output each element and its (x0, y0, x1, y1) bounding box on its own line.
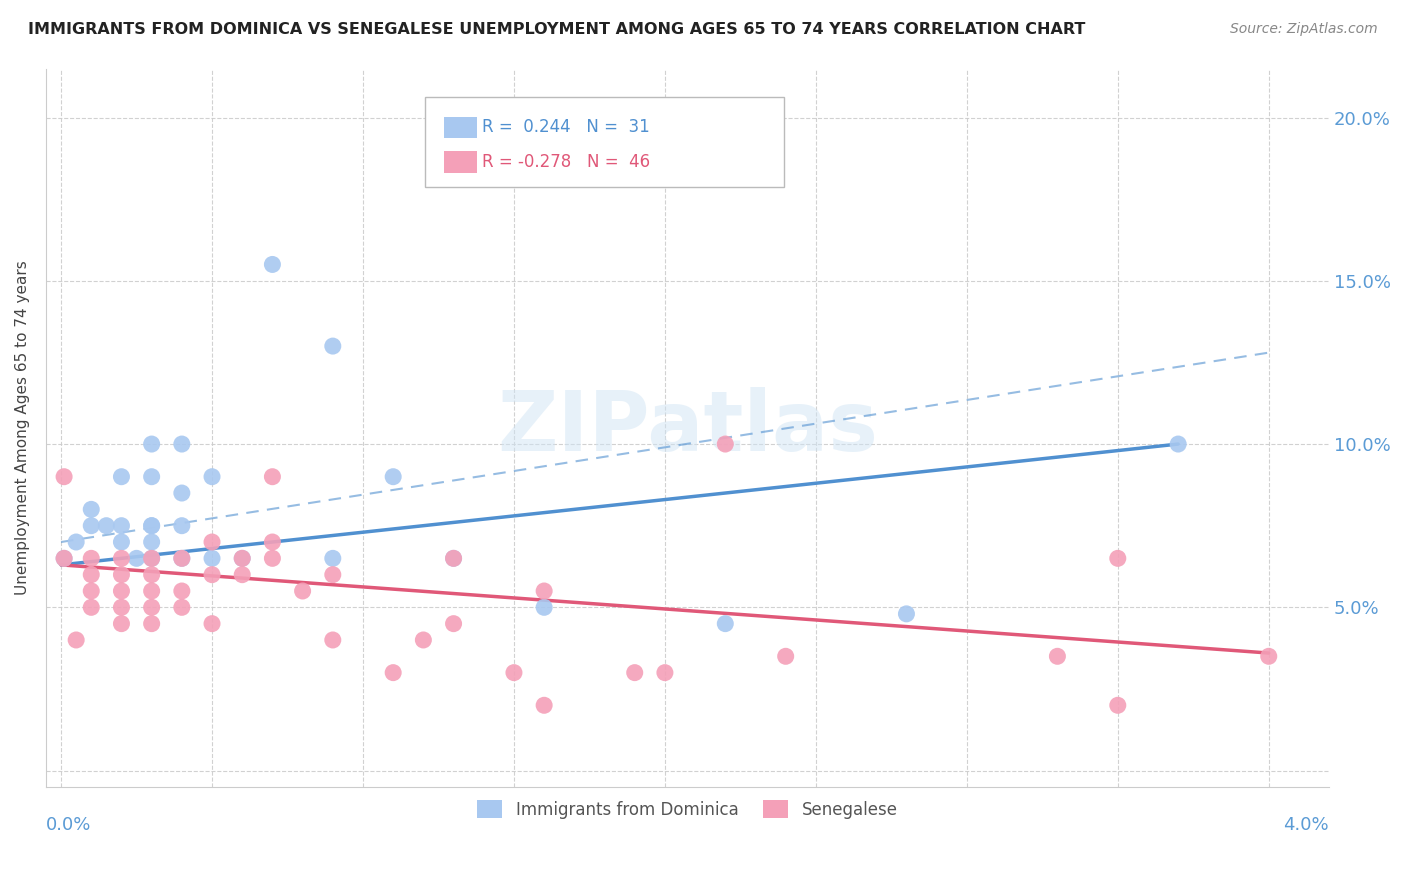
Point (141, 437, 163, 451)
Point (231, 567, 253, 582)
Point (503, 665, 526, 680)
Text: R = -0.278   N =  46: R = -0.278 N = 46 (482, 153, 651, 171)
Point (1257, 649, 1279, 664)
Point (231, 551, 253, 566)
Point (141, 551, 163, 566)
Point (110, 584, 132, 599)
Point (201, 616, 224, 631)
Point (141, 567, 163, 582)
Point (80, 502, 103, 516)
Point (262, 469, 284, 483)
Point (291, 584, 314, 599)
Point (382, 469, 405, 483)
Legend: Immigrants from Dominica, Senegalese: Immigrants from Dominica, Senegalese (471, 794, 904, 825)
Point (125, 551, 148, 566)
Point (231, 551, 253, 566)
Point (80, 518, 103, 533)
Point (896, 607, 918, 621)
Point (53, 551, 76, 566)
Point (412, 632, 434, 647)
Point (141, 584, 163, 599)
Point (170, 551, 193, 566)
Point (262, 551, 284, 566)
Point (443, 616, 465, 631)
Text: ZIPatlas: ZIPatlas (498, 387, 879, 468)
Point (654, 665, 676, 680)
Point (262, 535, 284, 549)
Point (170, 551, 193, 566)
Point (80, 600, 103, 615)
Point (170, 600, 193, 615)
Point (110, 518, 132, 533)
Text: 4.0%: 4.0% (1284, 815, 1329, 834)
Point (110, 616, 132, 631)
Text: IMMIGRANTS FROM DOMINICA VS SENEGALESE UNEMPLOYMENT AMONG AGES 65 TO 74 YEARS CO: IMMIGRANTS FROM DOMINICA VS SENEGALESE U… (28, 22, 1085, 37)
Point (322, 339, 344, 353)
Point (141, 518, 163, 533)
Point (623, 665, 645, 680)
Point (141, 600, 163, 615)
Point (1107, 551, 1129, 566)
Point (96, 518, 118, 533)
Point (110, 567, 132, 582)
Point (714, 616, 737, 631)
Point (110, 551, 132, 566)
Point (110, 469, 132, 483)
Point (110, 535, 132, 549)
Point (322, 632, 344, 647)
Point (201, 469, 224, 483)
FancyBboxPatch shape (444, 117, 477, 138)
Point (262, 257, 284, 271)
Point (141, 535, 163, 549)
Point (775, 649, 797, 664)
Text: R =  0.244   N =  31: R = 0.244 N = 31 (482, 119, 650, 136)
Point (53, 469, 76, 483)
Point (170, 437, 193, 451)
Point (1167, 437, 1189, 451)
Point (201, 551, 224, 566)
Point (141, 469, 163, 483)
Point (80, 567, 103, 582)
Point (322, 567, 344, 582)
Point (443, 551, 465, 566)
Point (322, 551, 344, 566)
Point (65, 632, 87, 647)
Point (533, 698, 555, 713)
FancyBboxPatch shape (444, 151, 477, 173)
Point (533, 600, 555, 615)
Point (201, 567, 224, 582)
Y-axis label: Unemployment Among Ages 65 to 74 years: Unemployment Among Ages 65 to 74 years (15, 260, 30, 595)
Point (65, 535, 87, 549)
Text: 0.0%: 0.0% (46, 815, 91, 834)
Point (141, 518, 163, 533)
Point (53, 551, 76, 566)
Point (714, 437, 737, 451)
Point (443, 551, 465, 566)
Point (141, 616, 163, 631)
Point (141, 551, 163, 566)
Point (1046, 649, 1069, 664)
Point (170, 584, 193, 599)
Text: Source: ZipAtlas.com: Source: ZipAtlas.com (1230, 22, 1378, 37)
Point (382, 665, 405, 680)
Point (110, 600, 132, 615)
Point (80, 584, 103, 599)
Point (201, 535, 224, 549)
FancyBboxPatch shape (425, 97, 783, 187)
Point (533, 584, 555, 599)
Point (170, 486, 193, 500)
Point (170, 518, 193, 533)
Point (80, 551, 103, 566)
Point (1107, 698, 1129, 713)
